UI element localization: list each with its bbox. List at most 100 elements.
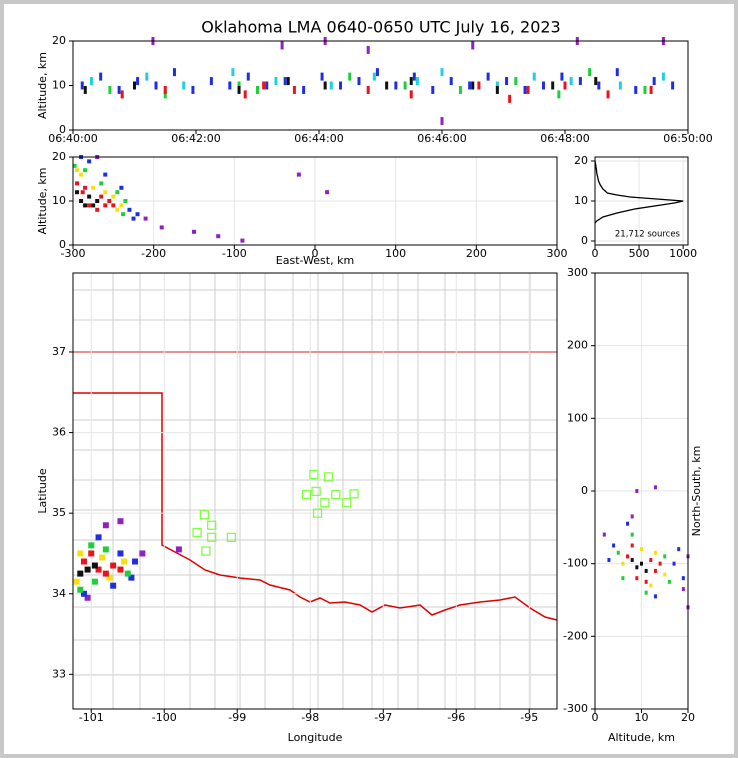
station: [226, 532, 237, 542]
source-point: [119, 185, 124, 190]
station: [312, 508, 323, 518]
x-tick-label: -96: [447, 711, 465, 724]
source-point: [182, 81, 186, 90]
station: [199, 510, 210, 520]
source-point: [102, 522, 109, 529]
source-point: [672, 561, 676, 566]
y-axis-label: Altitude, km: [36, 167, 49, 234]
source-point: [83, 168, 88, 173]
y-tick-label: 100: [567, 411, 588, 424]
source-point: [240, 238, 245, 243]
state-border: [73, 392, 558, 621]
source-point: [557, 90, 561, 99]
source-point: [440, 117, 444, 126]
source-point: [403, 81, 407, 90]
source-point: [154, 81, 158, 90]
source-point: [394, 81, 398, 90]
source-point: [644, 579, 648, 584]
source-point: [569, 77, 573, 86]
source-point: [412, 72, 416, 81]
source-point: [635, 489, 639, 493]
source-point: [103, 172, 108, 177]
source-point: [143, 216, 148, 221]
x-tick-label: -100: [222, 247, 247, 260]
source-point: [84, 566, 91, 573]
source-point: [124, 570, 131, 577]
source-point: [237, 81, 241, 90]
source-point: [644, 590, 648, 595]
county-lines: [73, 273, 557, 709]
source-point: [72, 163, 77, 168]
source-point: [681, 576, 685, 581]
source-point: [283, 77, 287, 86]
y-axis-label: Latitude: [36, 468, 49, 514]
source-point: [91, 203, 96, 208]
source-point: [131, 216, 136, 221]
source-point: [246, 72, 250, 81]
source-point: [159, 225, 164, 230]
x-tick-label: 0: [592, 711, 599, 724]
source-point: [505, 77, 509, 86]
source-point: [649, 583, 653, 588]
source-point: [135, 212, 140, 217]
source-point: [102, 570, 109, 577]
source-point: [95, 566, 102, 573]
station: [342, 498, 352, 508]
source-point: [385, 81, 389, 90]
source-point: [228, 81, 232, 90]
source-point: [83, 85, 87, 94]
source-point: [653, 550, 657, 555]
axes-frame: [72, 272, 558, 710]
source-point: [87, 194, 92, 199]
station: [349, 489, 359, 499]
y-tick-label: -300: [563, 702, 588, 715]
source-point: [667, 579, 671, 584]
source-point: [602, 532, 606, 537]
source-point: [329, 81, 333, 90]
source-point: [415, 77, 419, 86]
station: [331, 489, 341, 500]
source-point: [630, 532, 634, 537]
source-point: [79, 172, 84, 177]
source-point: [117, 518, 124, 525]
source-point: [653, 594, 657, 599]
source-point: [107, 199, 112, 203]
x-axis-label: East-West, km: [276, 254, 354, 267]
source-point: [128, 574, 135, 581]
x-axis-label: Longitude: [288, 731, 343, 744]
x-axis-label: Altitude, km: [608, 731, 675, 744]
source-point: [508, 94, 512, 103]
source-point: [652, 77, 656, 86]
y-tick-label: 10: [574, 194, 588, 207]
source-point: [163, 85, 167, 94]
source-point: [532, 72, 536, 81]
x-tick-label: 06:46:00: [417, 132, 466, 145]
x-tick-label: 20: [681, 711, 695, 724]
x-tick-label: 300: [547, 247, 568, 260]
source-point: [526, 85, 530, 94]
source-point: [91, 578, 98, 585]
source-point: [139, 550, 146, 557]
source-point: [653, 485, 657, 490]
source-point: [115, 190, 120, 195]
source-point: [95, 199, 100, 203]
station: [311, 486, 321, 497]
x-tick-label: -97: [374, 711, 392, 724]
source-point: [77, 586, 84, 593]
source-point: [630, 558, 634, 563]
y-axis-label: North-South, km: [690, 446, 703, 537]
source-point: [209, 77, 213, 86]
source-point: [274, 77, 278, 86]
plot-background: [4, 4, 734, 754]
source-point: [630, 514, 634, 519]
axes-frame: [72, 156, 558, 246]
station: [192, 527, 202, 538]
source-point: [597, 81, 601, 90]
source-point: [471, 81, 475, 90]
y-tick-label: 20: [52, 150, 66, 163]
station: [207, 532, 217, 542]
source-point: [243, 90, 247, 99]
source-point: [348, 72, 352, 81]
source-point: [89, 77, 93, 86]
